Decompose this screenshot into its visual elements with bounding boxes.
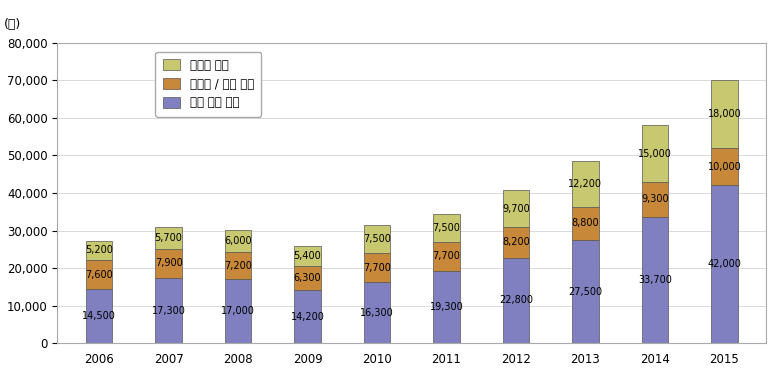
Bar [642, 182, 668, 217]
Bar [502, 227, 530, 258]
Bar [434, 242, 460, 271]
Bar [155, 227, 182, 249]
Bar [364, 282, 390, 343]
Bar [711, 185, 737, 343]
Bar [364, 225, 390, 253]
Bar [155, 249, 182, 278]
Text: 7,500: 7,500 [363, 234, 391, 244]
Bar [295, 246, 321, 266]
Text: 22,800: 22,800 [499, 295, 533, 305]
Text: 8,200: 8,200 [502, 237, 530, 247]
Text: (톤): (톤) [5, 18, 22, 31]
Text: 16,300: 16,300 [360, 308, 394, 318]
Bar [502, 190, 530, 227]
Text: 5,200: 5,200 [85, 245, 113, 256]
Bar [572, 240, 598, 343]
Legend: 항공기 용도, 스포츠 / 레저 용도, 일반 산업 용도: 항공기 용도, 스포츠 / 레저 용도, 일반 산업 용도 [155, 51, 261, 116]
Text: 7,700: 7,700 [363, 263, 391, 273]
Text: 18,000: 18,000 [707, 109, 741, 119]
Bar [155, 278, 182, 343]
Bar [295, 266, 321, 290]
Bar [86, 260, 112, 289]
Bar [225, 279, 251, 343]
Text: 6,300: 6,300 [294, 273, 322, 283]
Bar [225, 230, 251, 253]
Text: 7,700: 7,700 [433, 251, 461, 261]
Text: 5,700: 5,700 [155, 233, 182, 243]
Bar [572, 161, 598, 207]
Text: 6,000: 6,000 [224, 236, 252, 246]
Text: 7,200: 7,200 [224, 261, 252, 271]
Text: 27,500: 27,500 [568, 286, 602, 297]
Text: 7,600: 7,600 [85, 270, 113, 279]
Text: 19,300: 19,300 [430, 302, 463, 312]
Text: 9,700: 9,700 [502, 204, 530, 214]
Text: 7,500: 7,500 [433, 223, 461, 233]
Text: 5,400: 5,400 [294, 251, 322, 261]
Text: 10,000: 10,000 [707, 162, 741, 172]
Text: 12,200: 12,200 [568, 179, 602, 189]
Bar [572, 207, 598, 240]
Bar [502, 258, 530, 343]
Text: 17,300: 17,300 [152, 306, 186, 316]
Text: 42,000: 42,000 [707, 259, 741, 269]
Bar [295, 290, 321, 343]
Text: 33,700: 33,700 [638, 275, 672, 285]
Bar [642, 125, 668, 182]
Bar [434, 271, 460, 343]
Bar [434, 214, 460, 242]
Text: 7,900: 7,900 [155, 258, 182, 269]
Text: 14,500: 14,500 [82, 311, 116, 321]
Bar [711, 148, 737, 185]
Bar [364, 253, 390, 282]
Text: 17,000: 17,000 [221, 306, 255, 316]
Bar [642, 217, 668, 343]
Text: 9,300: 9,300 [641, 194, 669, 204]
Bar [86, 241, 112, 260]
Text: 15,000: 15,000 [638, 148, 672, 159]
Text: 14,200: 14,200 [291, 312, 325, 322]
Bar [86, 289, 112, 343]
Bar [225, 253, 251, 279]
Text: 8,800: 8,800 [571, 219, 599, 228]
Bar [711, 80, 737, 148]
